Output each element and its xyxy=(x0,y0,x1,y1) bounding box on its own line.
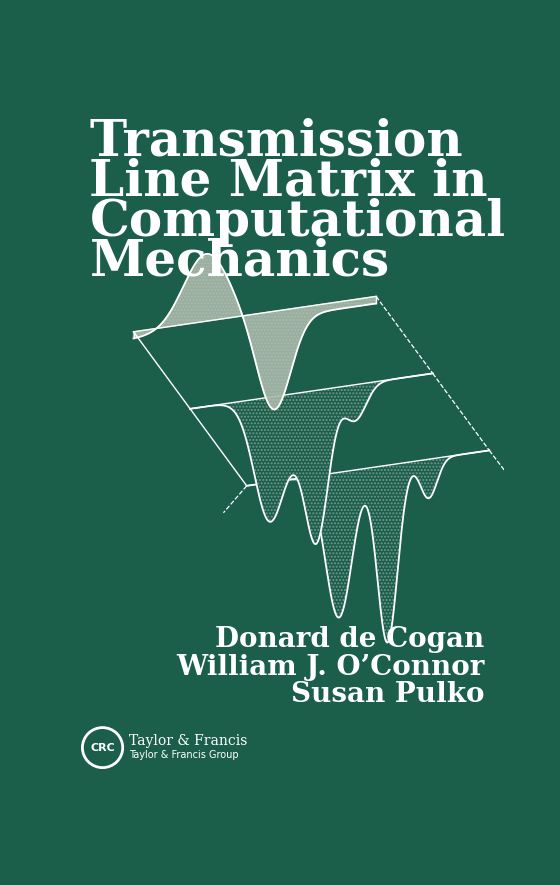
Text: CRC: CRC xyxy=(90,743,115,752)
Text: Computational: Computational xyxy=(90,198,506,247)
Text: Taylor & Francis: Taylor & Francis xyxy=(129,734,248,748)
Text: Taylor & Francis Group: Taylor & Francis Group xyxy=(129,750,239,760)
Polygon shape xyxy=(133,254,376,410)
Text: Susan Pulko: Susan Pulko xyxy=(291,681,484,708)
Text: Line Matrix in: Line Matrix in xyxy=(90,158,488,207)
Polygon shape xyxy=(190,373,433,544)
Polygon shape xyxy=(247,450,489,643)
Text: Donard de Cogan: Donard de Cogan xyxy=(216,626,484,653)
Text: William J. O’Connor: William J. O’Connor xyxy=(176,654,484,681)
Text: Mechanics: Mechanics xyxy=(90,238,390,287)
Text: Transmission: Transmission xyxy=(90,118,463,166)
